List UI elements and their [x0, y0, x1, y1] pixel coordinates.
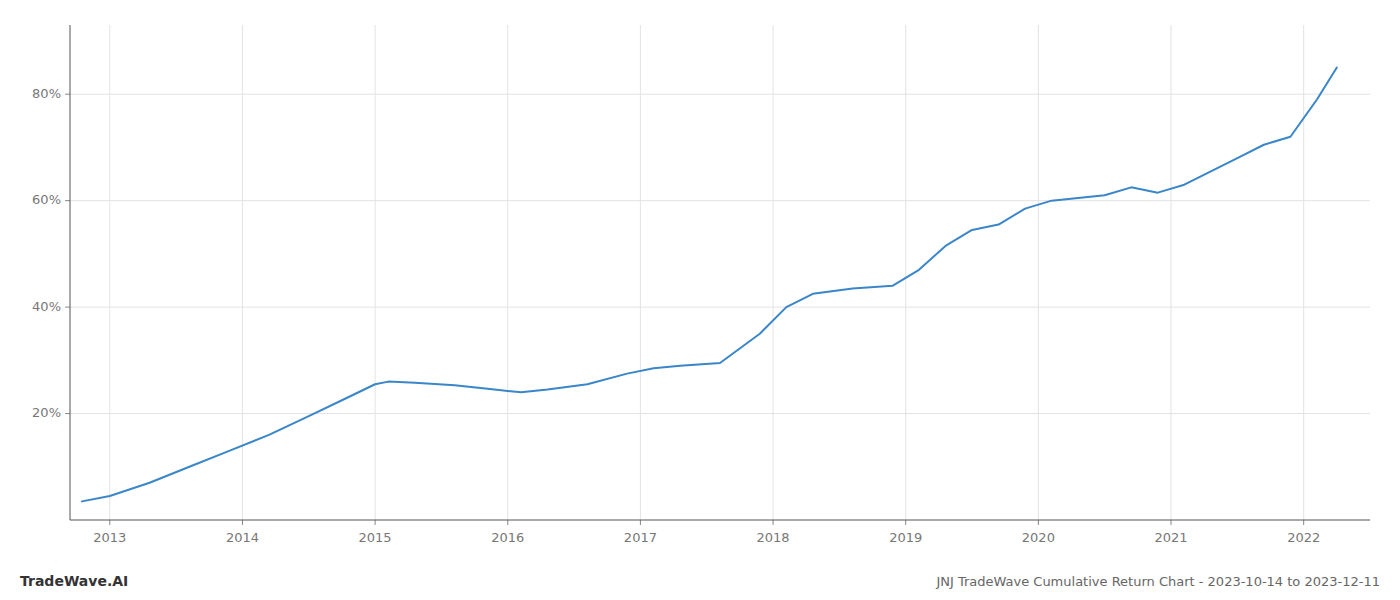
tick-mark	[640, 520, 641, 525]
grid-line	[109, 25, 110, 520]
tick-mark	[905, 520, 906, 525]
tick-label: 20%	[32, 405, 61, 420]
tick-mark	[65, 413, 70, 414]
tick-label: 2020	[1022, 530, 1055, 545]
chart: 20% 40% 60% 80% 2013 2014 2015 2016 2017 2018 2019…	[0, 0, 1400, 600]
tick-label: 2014	[226, 530, 259, 545]
axes: 20% 40% 60% 80% 2013 2014 2015 2016 2017 2018 2019…	[32, 25, 1370, 545]
grid-line	[375, 25, 376, 520]
line	[82, 68, 1337, 502]
grid-line	[70, 413, 1370, 414]
title: JNJ TradeWave Cumulative Return Chart - …	[935, 574, 1380, 589]
tick-label: 2015	[359, 530, 392, 545]
grid-line	[1038, 25, 1039, 520]
tick-mark	[1303, 520, 1304, 525]
tick-label: 40%	[32, 299, 61, 314]
tick-mark	[1038, 520, 1039, 525]
tick-mark	[109, 520, 110, 525]
tick-mark	[65, 307, 70, 308]
grid-line	[905, 25, 906, 520]
plot-area	[82, 68, 1337, 502]
tick-mark	[773, 520, 774, 525]
grid-line	[1171, 25, 1172, 520]
tick-mark	[1171, 520, 1172, 525]
grid-line	[70, 307, 1370, 308]
grid-line	[70, 94, 1370, 95]
tick-label: 80%	[32, 86, 61, 101]
tick-label: 2019	[889, 530, 922, 545]
tick-label: 60%	[32, 192, 61, 207]
tick-label: 2013	[93, 530, 126, 545]
tick-mark	[65, 200, 70, 201]
tick-mark	[375, 520, 376, 525]
grid	[70, 25, 1370, 520]
x-axis-line	[70, 520, 1370, 521]
grid-line	[1303, 25, 1304, 520]
watermark: TradeWave.AI	[20, 573, 128, 589]
tick-label: 2018	[757, 530, 790, 545]
y-axis-line	[70, 25, 71, 520]
tick-label: 2022	[1287, 530, 1320, 545]
grid-line	[640, 25, 641, 520]
grid-line	[773, 25, 774, 520]
tick-mark	[65, 94, 70, 95]
grid-line	[507, 25, 508, 520]
tick-label: 2021	[1154, 530, 1187, 545]
tick-mark	[507, 520, 508, 525]
tick-label: 2017	[624, 530, 657, 545]
grid-line	[70, 200, 1370, 201]
tick-label: 2016	[491, 530, 524, 545]
tick-mark	[242, 520, 243, 525]
